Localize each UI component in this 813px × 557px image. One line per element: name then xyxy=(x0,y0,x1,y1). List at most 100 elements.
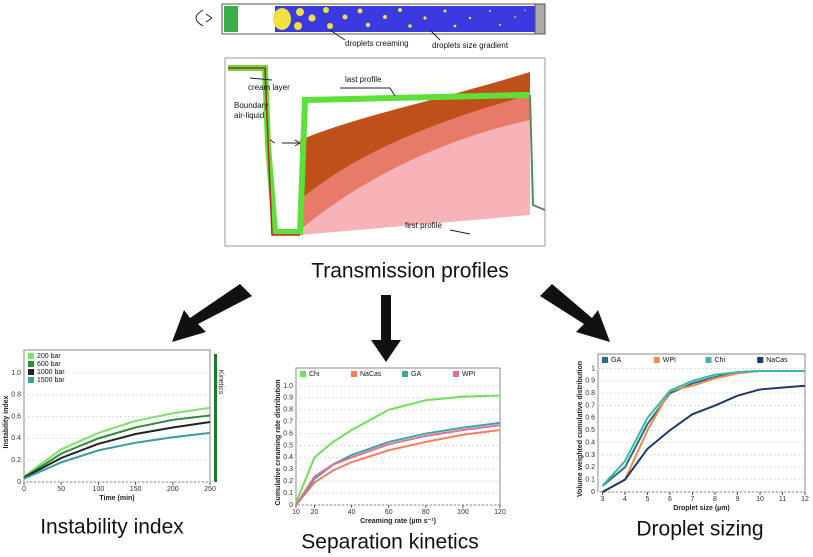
legend-swatch xyxy=(757,357,764,363)
y-tick-label: 0.5 xyxy=(283,442,293,449)
y-tick-label: 0.6 xyxy=(283,430,293,437)
y-tick-label: 0.9 xyxy=(283,395,293,402)
tube-cap xyxy=(224,6,238,32)
tube-bottom xyxy=(534,3,546,35)
schematic-label: droplets creaming xyxy=(345,39,409,48)
y-tick-label: 0.5 xyxy=(585,427,595,434)
legend-label: WPI xyxy=(663,357,676,364)
legend-label: 1000 bar xyxy=(37,369,65,376)
x-tick-label: 250 xyxy=(204,486,216,493)
legend-swatch xyxy=(28,361,34,367)
y-tick-label: 0.3 xyxy=(283,466,293,473)
rotation-icon xyxy=(195,9,213,27)
x-tick-label: 40 xyxy=(348,509,356,516)
x-tick-label: 120 xyxy=(494,509,506,516)
series-line xyxy=(602,384,806,493)
legend-swatch xyxy=(28,377,34,383)
y-tick-label: 0 xyxy=(17,479,21,486)
legend-swatch xyxy=(653,357,660,363)
legend-swatch xyxy=(28,353,34,359)
y-tick-label: 0.7 xyxy=(585,402,595,409)
legend-swatch xyxy=(402,371,408,377)
x-tick-label: 12 xyxy=(801,496,809,503)
x-tick-label: 10 xyxy=(756,496,764,503)
caption: Instability index xyxy=(40,516,184,539)
y-tick-label: 0.8 xyxy=(585,390,595,397)
series-line xyxy=(601,369,805,487)
y-tick-label: 0.3 xyxy=(585,452,595,459)
plot-frame xyxy=(295,367,501,506)
transmission-chart xyxy=(224,57,546,247)
y-tick-label: 1 xyxy=(591,365,595,372)
y-tick-label: 0.2 xyxy=(585,464,595,471)
pointer xyxy=(329,29,441,41)
legend-label: 200 bar xyxy=(37,353,61,360)
annotation: air-liquid xyxy=(234,111,264,120)
legend-swatch xyxy=(300,371,306,377)
y-tick-label: 0.6 xyxy=(585,415,595,422)
pointer xyxy=(249,77,471,235)
y-axis-label: Cumulative creaming rate distribution xyxy=(275,379,282,505)
series-line xyxy=(295,429,501,506)
droplets xyxy=(294,7,526,30)
annotation: Kinetics xyxy=(217,370,224,395)
y-tick-label: 0 xyxy=(591,489,595,496)
series-line xyxy=(295,421,501,506)
x-tick-label: 200 xyxy=(167,486,179,493)
x-tick-label: 6 xyxy=(668,496,672,503)
x-tick-label: 11 xyxy=(779,496,786,503)
x-tick-label: 5 xyxy=(646,496,650,503)
series-line xyxy=(23,406,211,478)
legend-label: 1500 bar xyxy=(37,377,65,384)
legend-label: NaCas xyxy=(766,357,788,364)
x-axis-label: Time (min) xyxy=(99,495,134,502)
y-tick-label: 0.4 xyxy=(283,454,293,461)
legend-label: GA xyxy=(411,371,421,378)
y-tick-label: 0.9 xyxy=(585,378,595,385)
legend-swatch xyxy=(28,369,34,375)
x-tick-label: 0 xyxy=(22,486,26,493)
arrow xyxy=(540,284,610,342)
legend-swatch xyxy=(602,357,608,363)
profile-end xyxy=(529,94,546,211)
y-tick-label: 0 xyxy=(289,502,293,509)
y-tick-label: 0.4 xyxy=(585,439,595,446)
series-line xyxy=(23,414,211,479)
y-tick-label: 0.8 xyxy=(283,407,293,414)
x-axis-label: Creaming rate (µm s⁻¹) xyxy=(360,518,436,525)
tube-schematic xyxy=(195,3,546,41)
y-axis-label: Volume weighted cumulative distribution xyxy=(577,361,584,497)
annotation: Boundary xyxy=(234,101,268,110)
caption: Transmission profiles xyxy=(311,260,509,283)
annotation: last profile xyxy=(345,75,382,84)
cream-droplets xyxy=(273,8,291,30)
y-tick-label: 0.2 xyxy=(283,478,293,485)
schematic-label: droplets size gradient xyxy=(432,41,509,50)
y-tick-label: 0.7 xyxy=(283,419,293,426)
x-axis-label: Droplet size (µm) xyxy=(673,505,730,512)
annotation: first profile xyxy=(405,221,442,230)
y-axis-label: Instability index xyxy=(3,395,10,448)
x-tick-label: 7 xyxy=(691,496,695,503)
x-tick-label: 100 xyxy=(457,509,469,516)
caption: Droplet sizing xyxy=(636,518,763,541)
x-tick-label: 80 xyxy=(422,509,430,516)
y-tick-label: 0.2 xyxy=(11,457,21,464)
arrows xyxy=(172,284,610,362)
arrow xyxy=(371,295,401,362)
series-line xyxy=(23,431,211,480)
x-tick-label: 100 xyxy=(93,486,105,493)
x-tick-label: 50 xyxy=(57,486,65,493)
series-line xyxy=(295,424,501,506)
legend-label: WPI xyxy=(462,371,475,378)
legend-swatch xyxy=(453,371,459,377)
arrow xyxy=(172,284,252,342)
y-tick-label: 1.0 xyxy=(283,383,293,390)
x-tick-label: 150 xyxy=(130,486,142,493)
x-tick-label: 4 xyxy=(623,496,627,503)
x-tick-label: 8 xyxy=(713,496,717,503)
first-profile xyxy=(228,67,300,236)
x-tick-label: 3 xyxy=(601,496,605,503)
y-tick-label: 1.0 xyxy=(11,370,21,377)
